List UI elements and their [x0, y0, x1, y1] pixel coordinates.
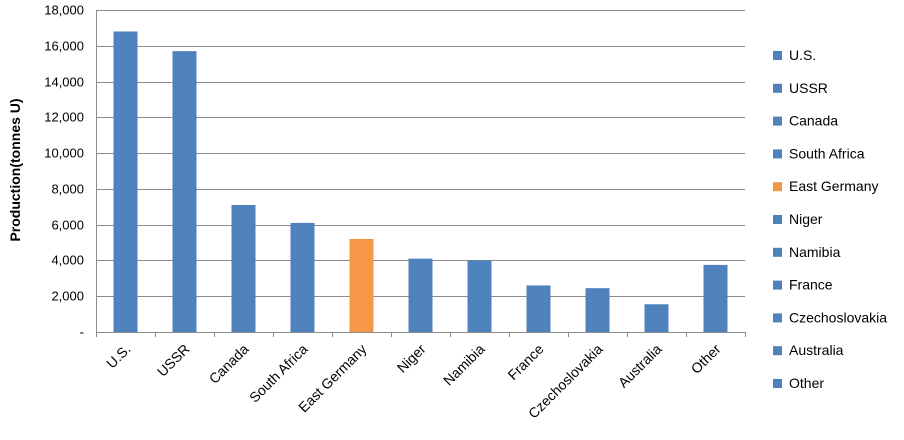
- legend-entry: Niger: [789, 211, 823, 227]
- legend-swatch: [773, 116, 782, 126]
- x-tick-label: Namibia: [440, 341, 488, 389]
- x-tick-label: U.S.: [103, 341, 134, 372]
- legend-swatch: [773, 149, 782, 159]
- y-tick-label: -: [80, 325, 84, 340]
- x-tick-label: Canada: [206, 341, 252, 387]
- bar: [585, 288, 610, 332]
- bar: [349, 238, 374, 332]
- legend-entry: Other: [789, 375, 824, 391]
- legend-entry: Canada: [789, 113, 838, 129]
- legend-swatch: [773, 379, 782, 388]
- legend-entry: South Africa: [789, 145, 865, 161]
- bar: [703, 264, 728, 332]
- y-tick-label: 4,000: [51, 253, 84, 268]
- bar: [113, 31, 138, 332]
- legend-entry: East Germany: [789, 178, 878, 194]
- bar: [644, 304, 669, 332]
- x-tick-label: USSR: [154, 341, 193, 380]
- legend-swatch: [773, 51, 782, 60]
- legend: U.S. USSR Canada South Africa East Germany Ni…: [773, 47, 887, 391]
- legend-swatch: [773, 346, 782, 356]
- x-tick-label: Other: [688, 341, 724, 377]
- y-tick-label: 14,000: [44, 75, 84, 90]
- gridlines: [96, 10, 746, 337]
- y-tick-label: 2,000: [51, 289, 84, 304]
- legend-swatch: [773, 83, 782, 93]
- legend-swatch: [773, 280, 782, 290]
- legend-swatch: [773, 313, 782, 323]
- bar: [408, 258, 433, 332]
- legend-entry: U.S.: [789, 47, 816, 63]
- y-tick-label: 6,000: [51, 218, 84, 233]
- y-axis-ticks: - 2,000 4,000 6,000 8,000 10,000 12,000 14,000 1…: [44, 3, 84, 340]
- legend-entry: USSR: [789, 80, 828, 96]
- legend-entry: Czechoslovakia: [789, 309, 887, 325]
- x-tick-label: South Africa: [246, 341, 311, 406]
- y-tick-label: 12,000: [44, 110, 84, 125]
- bars: [113, 31, 728, 333]
- y-tick-label: 10,000: [44, 146, 84, 161]
- legend-entry: France: [789, 277, 833, 293]
- x-tick-label: Niger: [394, 341, 429, 376]
- bar: [231, 204, 256, 332]
- y-tick-label: 8,000: [51, 182, 84, 197]
- legend-swatch: [773, 215, 782, 224]
- legend-swatch: [773, 182, 782, 192]
- bar: [172, 51, 197, 333]
- y-tick-label: 18,000: [44, 3, 84, 18]
- bar: [526, 285, 551, 332]
- x-tick-label: Australia: [615, 341, 665, 391]
- x-tick-label: France: [504, 341, 546, 383]
- bar: [290, 222, 315, 332]
- bar: [467, 260, 492, 332]
- y-axis-label: Production(tonnes U): [7, 98, 23, 241]
- legend-swatch: [773, 247, 782, 257]
- legend-entry: Australia: [789, 342, 844, 358]
- y-tick-label: 16,000: [44, 39, 84, 54]
- legend-entry: Namibia: [789, 244, 841, 260]
